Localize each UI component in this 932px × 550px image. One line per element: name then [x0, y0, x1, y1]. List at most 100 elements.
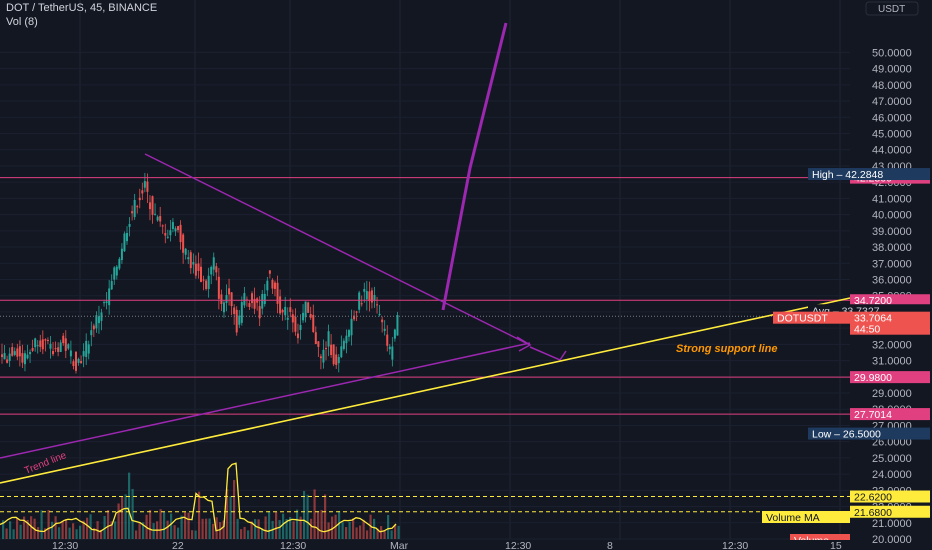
volume-bar: [166, 520, 169, 539]
low-price-label: Low – 26.5000: [812, 429, 881, 441]
volume-bar: [313, 489, 316, 539]
candle-body: [123, 233, 126, 252]
candle-body: [133, 199, 136, 218]
candle-body: [378, 313, 381, 315]
candle-body: [148, 202, 151, 210]
candle-body: [120, 248, 123, 261]
candle-body: [138, 197, 141, 201]
volume-bar: [306, 494, 309, 539]
triangle-lower-line: [0, 342, 531, 459]
candle-body: [261, 293, 264, 309]
volume-bar: [219, 522, 222, 539]
candle-body: [200, 266, 202, 282]
candle-body: [299, 324, 302, 330]
volume-bar: [128, 472, 131, 539]
volume-bar: [54, 516, 57, 539]
volume-bar: [177, 527, 180, 539]
candle-body: [222, 302, 225, 313]
volume-bar: [317, 511, 320, 539]
candle-body: [197, 263, 200, 271]
candle-body: [136, 206, 139, 208]
volume-bar: [40, 510, 43, 539]
candle-body: [291, 314, 294, 323]
candle-body: [54, 348, 57, 350]
candle-body: [319, 356, 322, 359]
volume-bar: [250, 521, 253, 539]
volume-bar: [149, 509, 152, 539]
candle-body: [131, 211, 134, 214]
candle-body: [143, 181, 146, 188]
volume-bar: [201, 518, 204, 539]
volume-bar: [72, 523, 75, 539]
volume-bar: [373, 518, 376, 539]
candle-body: [353, 315, 356, 320]
candle-body: [383, 328, 386, 331]
volume-ma-tag-bg: [762, 511, 850, 523]
candle-body: [64, 338, 67, 351]
candle-body: [391, 346, 394, 360]
volume-bar: [390, 530, 393, 539]
volume-bar: [341, 522, 344, 539]
volume-bar: [23, 516, 26, 539]
low-price-label-bg: [808, 427, 930, 440]
volume-bar: [240, 529, 243, 539]
candle-body: [370, 290, 373, 303]
candle-body: [179, 224, 182, 243]
price-axis-tick: 31.0000: [872, 356, 912, 368]
volume-bar: [268, 511, 271, 539]
candle-body: [141, 190, 144, 194]
candle-body: [381, 319, 384, 323]
volume-bar: [352, 518, 355, 539]
candle-body: [325, 347, 328, 350]
price-level-label-bg: [850, 294, 930, 307]
candle-body: [207, 275, 210, 289]
time-axis-bg: [0, 540, 850, 550]
candle-body: [212, 257, 215, 270]
last-price-label: 33.7064: [854, 313, 892, 325]
candle-body: [36, 345, 39, 347]
price-axis-tick: 47.0000: [872, 96, 912, 108]
volume-bar: [324, 494, 327, 539]
volume-bar: [198, 491, 201, 539]
candle-body: [92, 325, 95, 330]
candle-body: [62, 335, 65, 344]
candle-body: [192, 262, 195, 265]
candle-body: [322, 349, 325, 363]
high-price-label-bg: [808, 168, 930, 181]
volume-bar: [289, 517, 292, 539]
bar-countdown-label: 44:50: [854, 324, 880, 336]
candle-body: [253, 298, 256, 309]
candle-body: [393, 329, 396, 339]
volume-bar: [222, 520, 225, 539]
candle-body: [67, 344, 70, 349]
candle-body: [161, 225, 164, 227]
candle-body: [128, 223, 131, 227]
price-axis-tick: 24.0000: [872, 469, 912, 481]
candle-body: [396, 315, 399, 336]
support-trendline: [0, 297, 851, 484]
volume-bar: [180, 515, 183, 539]
candle-body: [77, 358, 80, 363]
candle-body: [3, 353, 6, 360]
candle-body: [363, 289, 366, 292]
candle-body: [110, 281, 113, 290]
candle-body: [347, 330, 350, 337]
candle-body: [187, 257, 190, 260]
volume-bar: [121, 496, 124, 539]
volume-bar: [205, 518, 208, 539]
candle-body: [284, 306, 287, 316]
volume-bar: [229, 496, 232, 539]
candle-body: [182, 234, 185, 253]
volume-bar: [12, 529, 15, 539]
volume-bar: [100, 529, 103, 539]
candle-body: [228, 288, 231, 295]
volume-ma-line: [0, 462, 397, 533]
volume-bar: [117, 503, 120, 539]
candle-body: [281, 310, 284, 313]
projection-path: [529, 346, 567, 361]
volume-bar: [135, 530, 138, 539]
candle-body: [82, 351, 85, 357]
time-axis-tick: Mar: [390, 540, 409, 550]
volume-bar: [79, 525, 82, 539]
